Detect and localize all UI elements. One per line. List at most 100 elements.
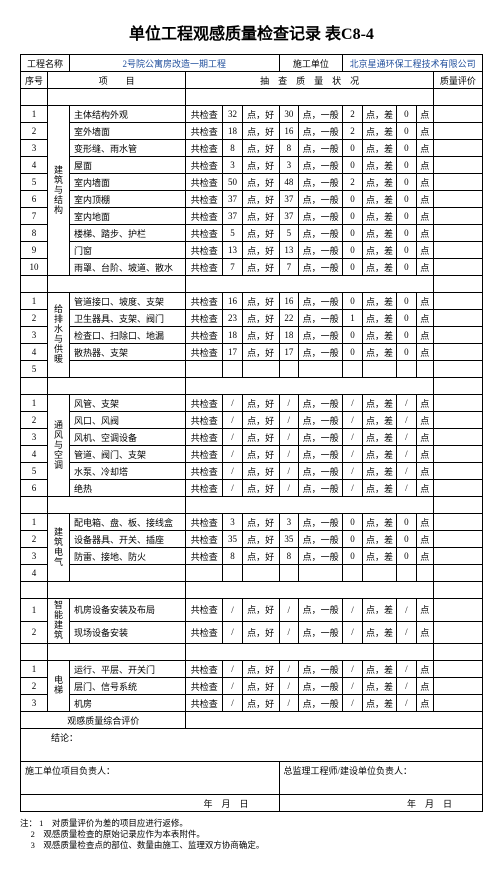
q-b: 7 <box>223 259 243 276</box>
q-f: / <box>343 446 363 463</box>
q-c: 点，好 <box>242 327 279 344</box>
q-a: 共检查 <box>186 225 223 242</box>
item-cell: 室内地面 <box>70 208 186 225</box>
q-b: 50 <box>223 174 243 191</box>
q-b: / <box>223 599 243 622</box>
item-cell: 风管、支架 <box>70 395 186 412</box>
q-g: 点，差 <box>362 242 396 259</box>
seq-cell: 2 <box>21 531 48 548</box>
q-i: 点 <box>416 548 433 565</box>
eval-cell <box>433 361 482 378</box>
seq-cell: 2 <box>21 621 48 644</box>
eval-cell <box>433 621 482 644</box>
sep-seq <box>21 89 48 106</box>
q-f: / <box>343 395 363 412</box>
table-row: 1电梯运行、平层、开关门共检查/点，好/点，一般/点，差/点 <box>21 661 483 678</box>
q-i: 点 <box>416 514 433 531</box>
q-b: / <box>223 429 243 446</box>
col-seq: 序号 <box>21 72 48 89</box>
q-i: 点 <box>416 531 433 548</box>
q-i: 点 <box>416 599 433 622</box>
q-a: 共检查 <box>186 259 223 276</box>
table-row: 2卫生器具、支架、阀门共检查23点，好22点，一般1点，差0点 <box>21 310 483 327</box>
item-cell: 管道接口、坡度、支架 <box>70 293 186 310</box>
table-row: 5水泵、冷却塔共检查/点，好/点，一般/点，差/点 <box>21 463 483 480</box>
q-a: 共检查 <box>186 514 223 531</box>
q-i: 点 <box>416 480 433 497</box>
sep-eval <box>433 89 482 106</box>
table-row: 2风口、风阀共检查/点，好/点，一般/点，差/点 <box>21 412 483 429</box>
q-c: 点，好 <box>242 242 279 259</box>
table-row: 5 <box>21 361 483 378</box>
q-g: 点，差 <box>362 463 396 480</box>
q-c: 点，好 <box>242 395 279 412</box>
sep-seq <box>21 644 48 661</box>
q-g: 点，差 <box>362 259 396 276</box>
sep-eval <box>433 378 482 395</box>
q-e: 点，一般 <box>299 123 343 140</box>
q-a: 共检查 <box>186 327 223 344</box>
item-cell: 配电箱、盘、板、接线盒 <box>70 514 186 531</box>
q-b: / <box>223 446 243 463</box>
item-cell: 室内顶棚 <box>70 191 186 208</box>
overall-value <box>186 712 483 729</box>
seq-cell: 2 <box>21 678 48 695</box>
item-cell: 屋面 <box>70 157 186 174</box>
q-e: 点，一般 <box>299 395 343 412</box>
q-g: 点，差 <box>362 208 396 225</box>
separator-row <box>21 276 483 293</box>
eval-cell <box>433 429 482 446</box>
q-h: 0 <box>397 259 417 276</box>
q-e: 点，一般 <box>299 327 343 344</box>
table-row: 1建筑电气配电箱、盘、板、接线盒共检查3点，好3点，一般0点，差0点 <box>21 514 483 531</box>
q-i: 点 <box>416 208 433 225</box>
q-f: 1 <box>343 310 363 327</box>
q-c: 点，好 <box>242 446 279 463</box>
q-g: 点，差 <box>362 344 396 361</box>
q-e: 点，一般 <box>299 678 343 695</box>
q-h: 0 <box>397 174 417 191</box>
q-d: / <box>279 463 299 480</box>
notes-prefix: 注： <box>20 818 37 828</box>
q-h: 0 <box>397 225 417 242</box>
table-row: 10雨罩、台阶、坡道、散水共检查7点，好7点，一般0点，差0点 <box>21 259 483 276</box>
item-cell: 设备器具、开关、插座 <box>70 531 186 548</box>
item-cell: 运行、平层、开关门 <box>70 661 186 678</box>
separator-row <box>21 378 483 395</box>
sep-item <box>47 276 185 293</box>
table-row: 4屋面共检查3点，好3点，一般0点，差0点 <box>21 157 483 174</box>
q-c: 点，好 <box>242 310 279 327</box>
q-i: 点 <box>416 412 433 429</box>
q-h: 0 <box>397 208 417 225</box>
q-h: / <box>397 661 417 678</box>
q-f: 2 <box>343 106 363 123</box>
q-e: 点，一般 <box>299 174 343 191</box>
table-row: 3防雷、接地、防火共检查8点，好8点，一般0点，差0点 <box>21 548 483 565</box>
q-h: / <box>397 621 417 644</box>
item-cell: 管道、阀门、支架 <box>70 446 186 463</box>
q-c: 点，好 <box>242 678 279 695</box>
eval-cell <box>433 293 482 310</box>
eval-cell <box>433 412 482 429</box>
q-h: 0 <box>397 242 417 259</box>
q-i: 点 <box>416 621 433 644</box>
q-b: 8 <box>223 548 243 565</box>
sep-eval <box>433 582 482 599</box>
q-g: 点，差 <box>362 531 396 548</box>
note-2: 2 观感质量检查的原始记录应作为本表附件。 <box>31 829 205 839</box>
note-1: 1 对质量评价为差的项目应进行返修。 <box>39 818 188 828</box>
q-g: 点，差 <box>362 157 396 174</box>
q-h: 0 <box>397 293 417 310</box>
q-d: / <box>279 695 299 712</box>
q-h: 0 <box>397 140 417 157</box>
q-i: 点 <box>416 293 433 310</box>
q-i: 点 <box>416 327 433 344</box>
q-i: 点 <box>416 695 433 712</box>
q-i: 点 <box>416 344 433 361</box>
q-a: 共检查 <box>186 208 223 225</box>
item-cell: 室内墙面 <box>70 174 186 191</box>
table-row: 1通风与空调风管、支架共检查/点，好/点，一般/点，差/点 <box>21 395 483 412</box>
group-label: 电梯 <box>47 661 69 712</box>
q-i: 点 <box>416 661 433 678</box>
q-g: 点，差 <box>362 429 396 446</box>
